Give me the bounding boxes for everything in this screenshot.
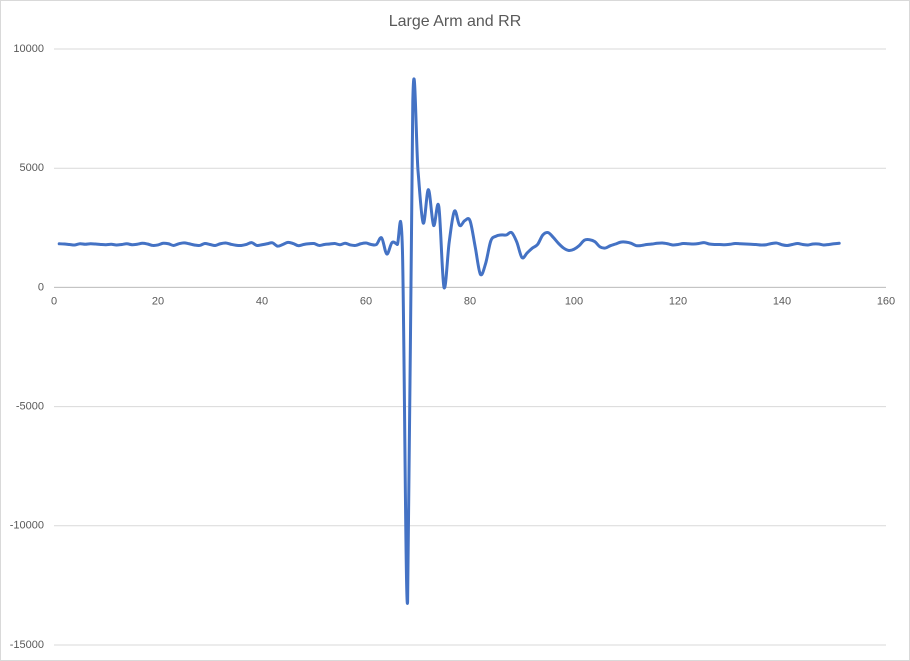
x-tick-label: 100 (565, 295, 583, 307)
x-tick-label: 140 (773, 295, 791, 307)
y-tick-label: -10000 (10, 520, 44, 532)
y-tick-label: 10000 (13, 43, 44, 55)
x-tick-label: 40 (256, 295, 268, 307)
x-tick-label: 60 (360, 295, 372, 307)
x-tick-label: 80 (464, 295, 476, 307)
x-tick-label: 160 (877, 295, 895, 307)
y-tick-label: 0 (38, 281, 44, 293)
x-tick-label: 20 (152, 295, 164, 307)
y-tick-label: -15000 (10, 639, 44, 651)
x-tick-label: 120 (669, 295, 687, 307)
data-line (57, 77, 841, 605)
x-tick-label: 0 (51, 295, 57, 307)
y-tick-label: 5000 (20, 162, 44, 174)
y-tick-label: -5000 (16, 401, 44, 413)
chart-title: Large Arm and RR (389, 13, 522, 30)
